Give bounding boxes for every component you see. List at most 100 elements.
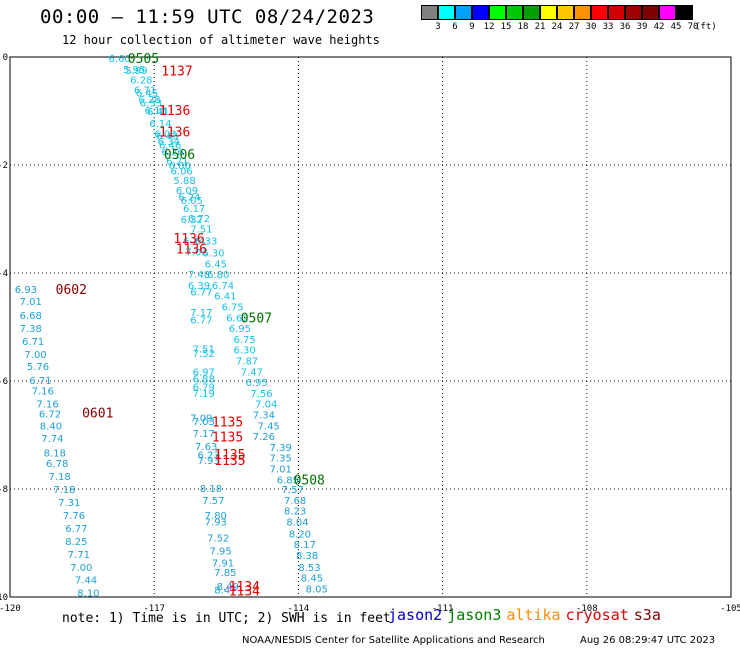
wave-height-value: 6.93 — [15, 285, 37, 296]
wave-height-value: 6.71 — [134, 85, 156, 96]
pass-time-label: 0505 — [128, 52, 159, 67]
wave-height-value: 6.75 — [234, 335, 256, 346]
wave-height-value: 6.33 — [195, 237, 217, 248]
wave-height-value: 7.38 — [20, 324, 42, 335]
lon-tick-label: -111 — [432, 604, 454, 614]
legend-label: 30 — [585, 22, 597, 32]
lat-tick-label: -4 — [0, 269, 8, 279]
wave-height-value: 7.35 — [270, 454, 292, 465]
lon-tick-label: -108 — [576, 604, 598, 614]
wave-height-value: 8.17 — [294, 540, 316, 551]
wave-height-value: 6.71 — [29, 376, 51, 387]
legend-swatch — [421, 5, 438, 20]
map-frame — [9, 56, 732, 598]
wave-height-value: 6.72 — [39, 409, 61, 420]
mission-cryosat: cryosat — [565, 606, 629, 624]
wave-height-value: 6.14 — [149, 119, 171, 130]
legend-label: 6 — [452, 22, 458, 32]
wave-height-value: 6.28 — [138, 95, 160, 106]
chart-title: 00:00 – 11:59 UTC 08/24/2023 — [40, 6, 375, 28]
generation-timestamp: Aug 26 08:29:47 UTC 2023 — [580, 635, 716, 646]
wave-height-value: 7.57 — [282, 485, 304, 496]
legend-unit: (ft) — [695, 22, 717, 32]
pass-time-label: 1135 — [214, 454, 245, 469]
wave-height-value: 6.46 — [159, 140, 181, 151]
legend-label: 18 — [517, 22, 529, 32]
wave-height-value: 7.01 — [20, 297, 42, 308]
wave-height-value: 7.91 — [212, 558, 234, 569]
wave-height-value: 6.41 — [214, 292, 236, 303]
wave-height-value: 8.25 — [65, 537, 87, 548]
legend-label: 39 — [636, 22, 648, 32]
wave-height-value: 6.71 — [22, 337, 44, 348]
wave-height-value: 6.97 — [193, 367, 215, 378]
wave-height-value: 5.88 — [173, 176, 195, 187]
legend-label: 45 — [670, 22, 682, 32]
wave-height-value: 7.51 — [190, 225, 212, 236]
wave-height-value: 5.76 — [27, 362, 49, 373]
pass-time-label: 0508 — [294, 473, 325, 488]
lon-tick-label: -114 — [288, 604, 310, 614]
legend-swatch — [574, 5, 591, 20]
wave-height-value: 8.05 — [306, 584, 328, 595]
wave-height-value: 7.18 — [53, 485, 75, 496]
wave-height-value: 8.10 — [77, 589, 99, 600]
wave-height-value: 7.93 — [205, 517, 227, 528]
wave-height-value: 6.09 — [176, 186, 198, 197]
wave-height-value: 5.99 — [125, 66, 147, 77]
lon-tick-label: -105 — [720, 604, 740, 614]
wave-height-value: 6.77 — [190, 287, 212, 298]
wave-height-value: 6.00 — [169, 161, 191, 172]
wave-height-value: 7.00 — [24, 350, 46, 361]
wave-height-value: 7.17 — [193, 429, 215, 440]
wave-height-value: 6.95 — [246, 378, 268, 389]
wave-height-value: 6.78 — [46, 459, 68, 470]
wave-height-value: 6.05 — [181, 196, 203, 207]
mission-altika: altika — [506, 606, 561, 624]
wave-height-value: 7.03 — [185, 247, 207, 258]
wave-height-value: 7.45 — [258, 421, 280, 432]
wave-height-value: 7.09 — [190, 414, 212, 425]
wave-height-value: 8.18 — [200, 484, 222, 495]
wave-height-value: 6.32 — [181, 215, 203, 226]
wave-height-value: 6.26 — [161, 148, 183, 159]
wave-height-value: 8.23 — [284, 507, 306, 518]
wave-height-value: 6.75 — [221, 302, 243, 313]
lat-tick-label: -2 — [0, 161, 8, 171]
legend-swatch — [557, 5, 574, 20]
wave-height-value: 7.19 — [193, 389, 215, 400]
wave-height-value: 8.53 — [298, 563, 320, 574]
wave-height-value: 7.63 — [195, 442, 217, 453]
legend-swatch — [642, 5, 659, 20]
wave-height-value: 7.51 — [193, 345, 215, 356]
wave-height-value: 7.31 — [58, 498, 80, 509]
wave-height-value: 7.57 — [202, 496, 224, 507]
wave-height-value: 7.68 — [284, 496, 306, 507]
wave-height-value: 7.39 — [270, 443, 292, 454]
legend-label: 12 — [483, 22, 495, 32]
lon-tick-label: -120 — [0, 604, 21, 614]
legend-swatch — [625, 5, 642, 20]
wave-height-value: 7.16 — [36, 400, 58, 411]
wave-height-value: 7.17 — [190, 308, 212, 319]
lat-tick-label: 0 — [3, 53, 8, 63]
pass-time-label: 1136 — [176, 243, 207, 258]
wave-height-value: 6.24 — [183, 237, 205, 248]
legend-label: 70 — [687, 22, 699, 32]
wave-height-value: 7.18 — [48, 472, 70, 483]
legend-label: 21 — [534, 22, 546, 32]
wave-height-value: 8.04 — [286, 517, 308, 528]
wave-height-value: 7.87 — [236, 356, 258, 367]
legend-swatch — [472, 5, 489, 20]
wave-height-value: 6.62 — [226, 313, 248, 324]
wave-height-value: 7.04 — [255, 400, 277, 411]
pass-time-label: 1136 — [159, 126, 190, 141]
mission-jason2: jason2 — [388, 606, 443, 624]
wave-height-value: 6.45 — [136, 89, 158, 100]
wave-height-value: 6.85 — [277, 475, 299, 486]
pass-time-label: 1134 — [229, 585, 260, 600]
wave-height-value: 8.18 — [44, 448, 66, 459]
wave-height-value: 6.80 — [207, 270, 229, 281]
legend-swatch — [523, 5, 540, 20]
wave-height-value: 7.16 — [32, 387, 54, 398]
